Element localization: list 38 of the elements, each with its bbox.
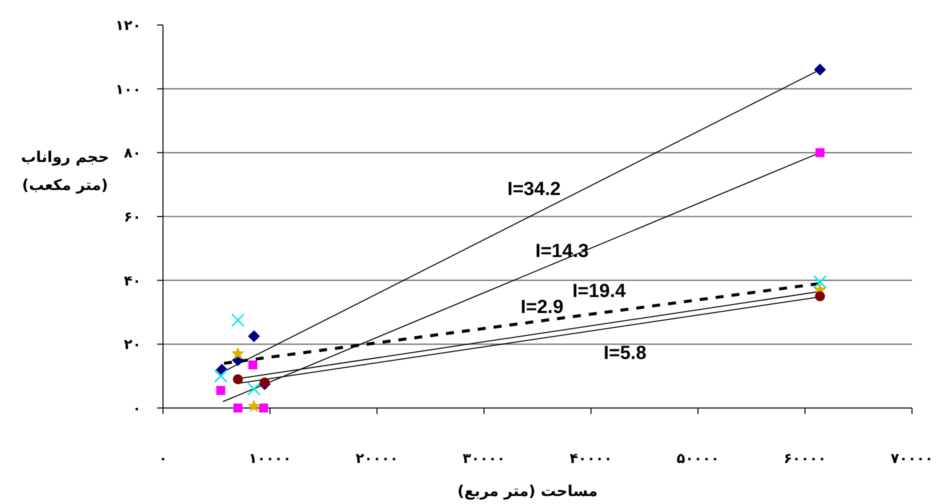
point [248, 360, 258, 370]
point [232, 374, 243, 384]
y-tick-label: ۸۰ [124, 146, 141, 162]
x-tick-label: ۷۰۰۰۰ [890, 451, 934, 467]
x-tick-label: ۱۰۰۰۰ [248, 451, 292, 467]
annotation: I=2.9 [520, 297, 564, 318]
x-tick-label: ۵۰۰۰۰ [676, 451, 720, 467]
point [260, 377, 270, 388]
y-axis-title: حجم رواناب (متر مکعب) [20, 148, 110, 194]
annotation: I=5.8 [604, 343, 646, 364]
point [814, 291, 825, 302]
annotation: I=19.4 [572, 281, 626, 302]
point [247, 382, 261, 396]
y-tick-label: ۱۲۰ [115, 18, 141, 34]
point [233, 404, 242, 412]
point [231, 313, 245, 327]
point [247, 399, 261, 412]
point [216, 386, 226, 395]
x-axis-title: مساحت (متر مربع) [457, 482, 598, 500]
y-tick-label: ۰ [132, 401, 141, 417]
annotation: I=34.2 [507, 179, 561, 200]
point [248, 330, 260, 342]
point [813, 275, 827, 289]
y-tick-label: ۲۰ [124, 337, 141, 354]
x-tick-label: ۴۰۰۰۰ [570, 451, 612, 467]
x-tick-label: ۰ [158, 451, 168, 467]
x-tick-label: ۶۰۰۰۰ [784, 451, 826, 467]
y-tick-label: ۶۰ [124, 210, 141, 226]
point [214, 369, 228, 383]
point [259, 404, 268, 412]
point [814, 64, 826, 76]
y-tick-label: ۴۰ [124, 273, 141, 290]
point [231, 346, 245, 360]
annotation: I=14.3 [535, 241, 589, 262]
x-tick-label: ۳۰۰۰۰ [462, 451, 506, 467]
y-tick-label: ۱۰۰ [115, 82, 141, 98]
point [815, 148, 824, 158]
x-tick-label: ۲۰۰۰۰ [356, 451, 398, 467]
